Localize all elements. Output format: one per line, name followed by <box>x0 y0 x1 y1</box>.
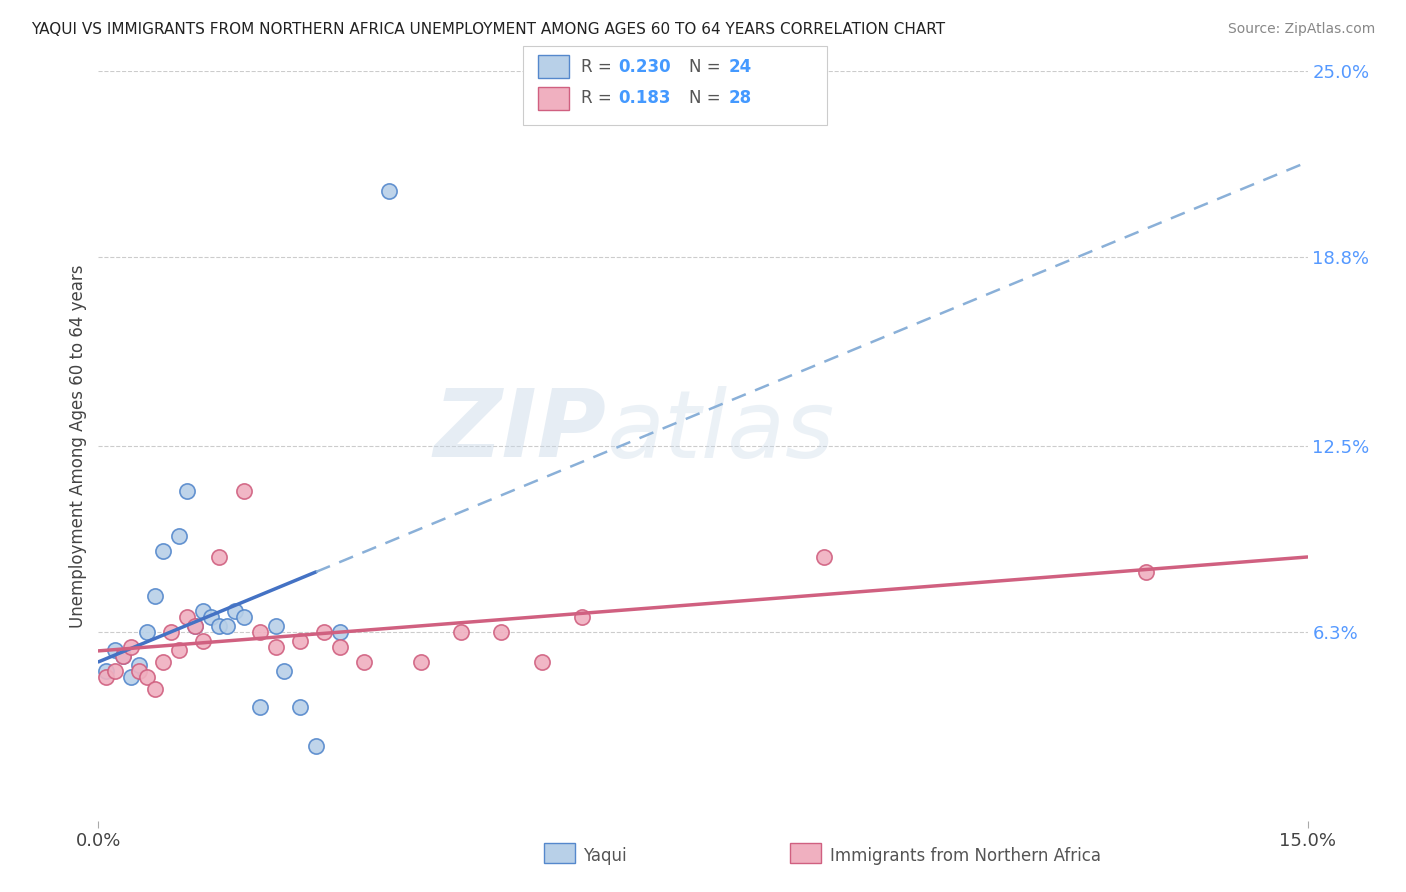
Point <box>120 640 142 654</box>
Text: N =: N = <box>689 58 725 76</box>
Point <box>111 648 134 663</box>
Point <box>329 640 352 654</box>
Text: N =: N = <box>689 89 725 107</box>
Point <box>143 589 166 603</box>
Point <box>249 624 271 639</box>
Point <box>103 664 125 678</box>
Point <box>224 604 246 618</box>
Point <box>176 610 198 624</box>
Point <box>200 610 222 624</box>
Text: R =: R = <box>581 89 617 107</box>
Point <box>128 657 150 672</box>
Point <box>96 670 118 684</box>
Point <box>288 633 311 648</box>
Point <box>264 619 287 633</box>
Point <box>128 664 150 678</box>
Point <box>167 642 190 657</box>
Text: YAQUI VS IMMIGRANTS FROM NORTHERN AFRICA UNEMPLOYMENT AMONG AGES 60 TO 64 YEARS : YAQUI VS IMMIGRANTS FROM NORTHERN AFRICA… <box>31 22 945 37</box>
Point <box>409 655 432 669</box>
Point <box>450 624 472 639</box>
Text: 0.230: 0.230 <box>619 58 671 76</box>
Point <box>193 633 215 648</box>
Point <box>377 184 399 198</box>
Point <box>193 604 215 618</box>
Point <box>208 619 231 633</box>
Point <box>135 624 157 639</box>
Point <box>96 664 118 678</box>
Point <box>530 655 553 669</box>
Point <box>491 624 513 639</box>
Point <box>273 664 295 678</box>
Text: Yaqui: Yaqui <box>583 847 627 865</box>
Text: 0.183: 0.183 <box>619 89 671 107</box>
Point <box>264 640 287 654</box>
Y-axis label: Unemployment Among Ages 60 to 64 years: Unemployment Among Ages 60 to 64 years <box>69 264 87 628</box>
Point <box>184 619 207 633</box>
Point <box>813 549 835 564</box>
Point <box>176 483 198 498</box>
Point <box>152 544 174 558</box>
Point <box>571 610 593 624</box>
Point <box>120 670 142 684</box>
Point <box>143 681 166 696</box>
Point <box>314 624 336 639</box>
Point <box>288 699 311 714</box>
Point <box>184 619 207 633</box>
Point <box>103 642 125 657</box>
Text: 28: 28 <box>728 89 751 107</box>
Point <box>305 739 328 753</box>
Point <box>232 610 254 624</box>
Text: Source: ZipAtlas.com: Source: ZipAtlas.com <box>1227 22 1375 37</box>
Point <box>232 483 254 498</box>
Text: Immigrants from Northern Africa: Immigrants from Northern Africa <box>830 847 1101 865</box>
Text: ZIP: ZIP <box>433 385 606 477</box>
Point <box>249 699 271 714</box>
Point <box>152 655 174 669</box>
Point <box>353 655 375 669</box>
Text: atlas: atlas <box>606 385 835 476</box>
Point <box>111 648 134 663</box>
Point <box>1135 565 1157 579</box>
Point <box>217 619 239 633</box>
Point <box>160 624 183 639</box>
Text: R =: R = <box>581 58 617 76</box>
Point <box>167 529 190 543</box>
Point <box>329 624 352 639</box>
Point <box>135 670 157 684</box>
Text: 24: 24 <box>728 58 752 76</box>
Point <box>208 549 231 564</box>
